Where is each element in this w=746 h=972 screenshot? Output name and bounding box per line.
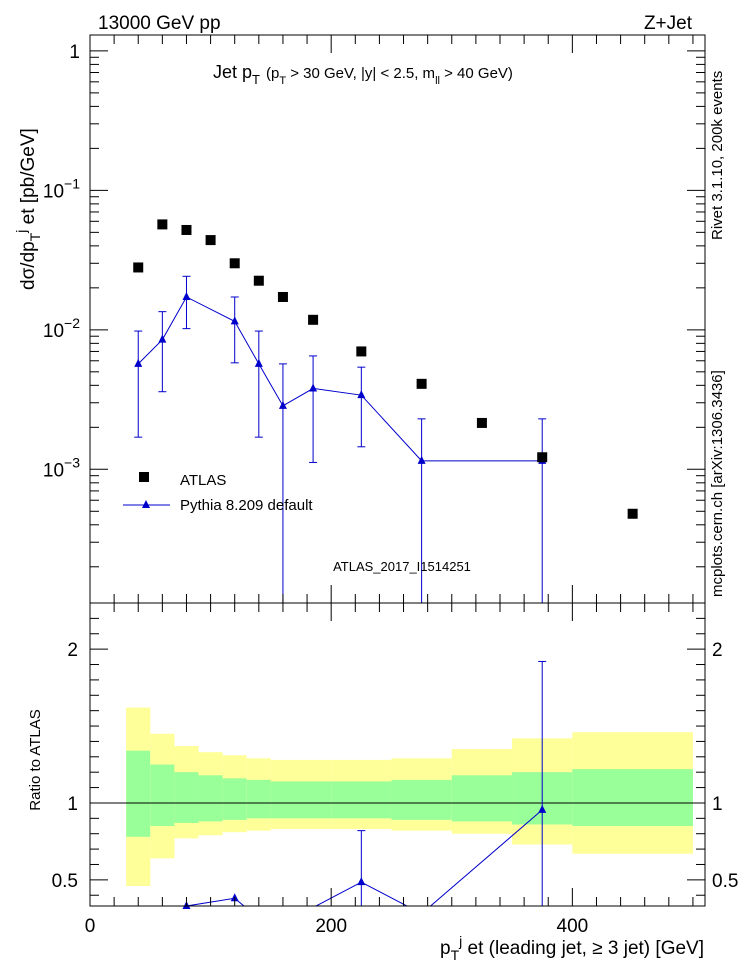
ratio-band-inner xyxy=(331,781,392,819)
atlas-point xyxy=(476,417,487,428)
pythia-point xyxy=(254,358,263,367)
ratio-band-inner xyxy=(150,764,175,827)
ratio-band-inner xyxy=(246,779,271,819)
ratio-axes: 0 200 400 0.5 0.5 1 1 2 2 xyxy=(52,603,738,937)
pythia-point xyxy=(230,316,239,325)
ratio-point xyxy=(538,804,547,813)
y-tick-label: 1 xyxy=(69,42,80,63)
ratio-band-inner xyxy=(295,781,332,819)
legend-atlas-label: ATLAS xyxy=(180,472,226,489)
ratio-y-tick-label: 0.5 xyxy=(52,871,78,892)
ratio-frame xyxy=(89,602,706,907)
pythia-point xyxy=(357,390,366,399)
atlas-point xyxy=(133,262,144,273)
ratio-plot-content xyxy=(90,660,705,909)
ratio-point xyxy=(357,877,366,886)
x-axis-label: pTj et (leading jet, ≥ 3 jet) [GeV] xyxy=(440,933,704,963)
mcplots-reference-label: mcplots.cern.ch [arXiv:1306.3436] xyxy=(709,370,726,597)
rivet-version-label: Rivet 3.1.10, 200k events xyxy=(709,71,726,240)
main-axes: 1 10−1 10−2 10−3 xyxy=(43,35,705,603)
ratio-y-tick-label-right: 0.5 xyxy=(712,871,738,892)
ratio-band-inner xyxy=(222,778,247,820)
pythia-point xyxy=(134,358,143,367)
ratio-y-axis-label: Ratio to ATLAS xyxy=(27,709,44,810)
y-tick-label: 10−3 xyxy=(43,454,80,481)
ratio-band-inner xyxy=(198,775,223,822)
ratio-band-inner xyxy=(451,775,513,822)
atlas-point xyxy=(416,378,427,389)
legend-atlas-marker xyxy=(139,472,149,482)
main-y-axis-label: dσ/dpTj et [pb/GeV] xyxy=(13,128,43,290)
legend-pythia-label: Pythia 8.209 default xyxy=(180,497,313,514)
atlas-point xyxy=(627,508,638,519)
x-tick-label: 400 xyxy=(557,916,589,937)
atlas-point xyxy=(308,314,319,325)
ratio-band-inner xyxy=(270,781,295,819)
main-plot-content xyxy=(133,219,638,603)
atlas-point xyxy=(157,219,168,230)
ratio-y-tick-label-right: 2 xyxy=(712,640,723,661)
pythia-point xyxy=(417,455,426,464)
x-tick-label: 0 xyxy=(85,916,96,937)
ratio-panel: 0 200 400 0.5 0.5 1 1 2 2 Ratio to ATLAS pTj et … xyxy=(27,602,738,963)
y-tick-label: 10−1 xyxy=(43,175,80,202)
ratio-band-inner xyxy=(391,779,452,820)
ratio-line xyxy=(185,809,543,906)
ratio-y-tick-label: 2 xyxy=(67,640,78,661)
y-tick-label: 10−2 xyxy=(43,315,80,342)
atlas-point xyxy=(537,452,548,463)
pythia-point xyxy=(158,334,167,343)
ratio-y-tick-label-right: 1 xyxy=(712,794,723,815)
pythia-point xyxy=(278,400,287,409)
x-tick-label: 200 xyxy=(315,916,347,937)
ratio-band-inner xyxy=(572,769,693,827)
analysis-watermark: ATLAS_2017_I1514251 xyxy=(333,559,471,574)
pythia-point xyxy=(309,383,318,392)
pythia-point xyxy=(182,291,191,300)
main-panel: 1 10−1 10−2 10−3 Jet pT (pT > 30 GeV, |y| < … xyxy=(13,34,706,604)
legend-pythia-marker xyxy=(142,500,150,508)
header-right-label: Z+Jet xyxy=(644,13,693,34)
header-left-label: 13000 GeV pp xyxy=(98,13,221,34)
atlas-point xyxy=(277,291,288,302)
ratio-band-inner xyxy=(126,750,151,837)
pythia-line xyxy=(137,296,543,462)
main-title: Jet pT (pT > 30 GeV, |y| < 2.5, mll > 40 … xyxy=(213,62,513,87)
atlas-point xyxy=(229,258,240,269)
main-frame xyxy=(89,34,706,604)
atlas-point xyxy=(181,224,192,235)
atlas-point xyxy=(356,346,367,357)
atlas-point xyxy=(205,235,216,246)
legend: ATLAS Pythia 8.209 default xyxy=(123,472,313,514)
atlas-point xyxy=(253,275,264,286)
ratio-band-inner xyxy=(174,772,199,823)
ratio-y-tick-label: 1 xyxy=(67,794,78,815)
